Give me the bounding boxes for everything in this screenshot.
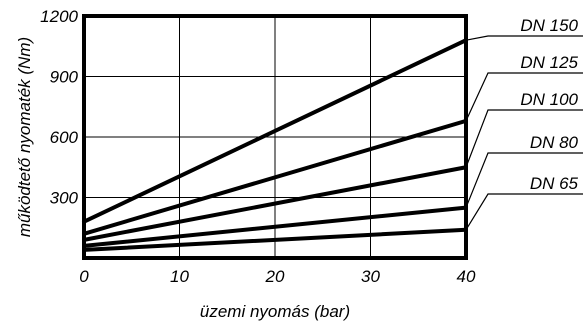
series-line [82, 205, 468, 248]
x-tick-label: 0 [79, 267, 89, 286]
y-tick-label: 1200 [40, 7, 78, 26]
series-label: DN 65 [530, 174, 579, 193]
series-leader-line [465, 35, 583, 41]
series-label: DN 80 [530, 133, 579, 152]
series-leader-line [465, 193, 583, 231]
plot-frame [82, 14, 468, 260]
series-leader-line [465, 72, 583, 122]
series-line [82, 38, 468, 224]
x-axis-label: üzemi nyomás (bar) [200, 302, 350, 321]
x-tick-label: 30 [361, 267, 380, 286]
series-label: DN 150 [520, 16, 578, 35]
y-tick-labels: 300 600 900 1200 [40, 7, 78, 208]
series-lines [82, 38, 468, 252]
series-line [82, 165, 468, 242]
y-tick-label: 300 [50, 189, 79, 208]
y-tick-label: 600 [50, 128, 79, 147]
series-label: DN 100 [520, 90, 578, 109]
grid-lines [84, 16, 466, 258]
x-tick-label: 10 [170, 267, 189, 286]
x-tick-labels: 0 10 20 30 40 [79, 267, 476, 286]
series-line [82, 227, 468, 252]
series-label: DN 125 [520, 53, 578, 72]
y-axis-label: működtető nyomaték (Nm) [15, 37, 34, 237]
series-leader-line [465, 152, 583, 208]
x-tick-label: 40 [457, 267, 476, 286]
series-line [82, 118, 468, 236]
series-labels: DN 150 DN 125 DN 100 DN 80 DN 65 [465, 16, 583, 231]
series-leader-line [465, 109, 583, 168]
y-tick-label: 900 [50, 68, 79, 87]
x-tick-label: 20 [265, 267, 285, 286]
